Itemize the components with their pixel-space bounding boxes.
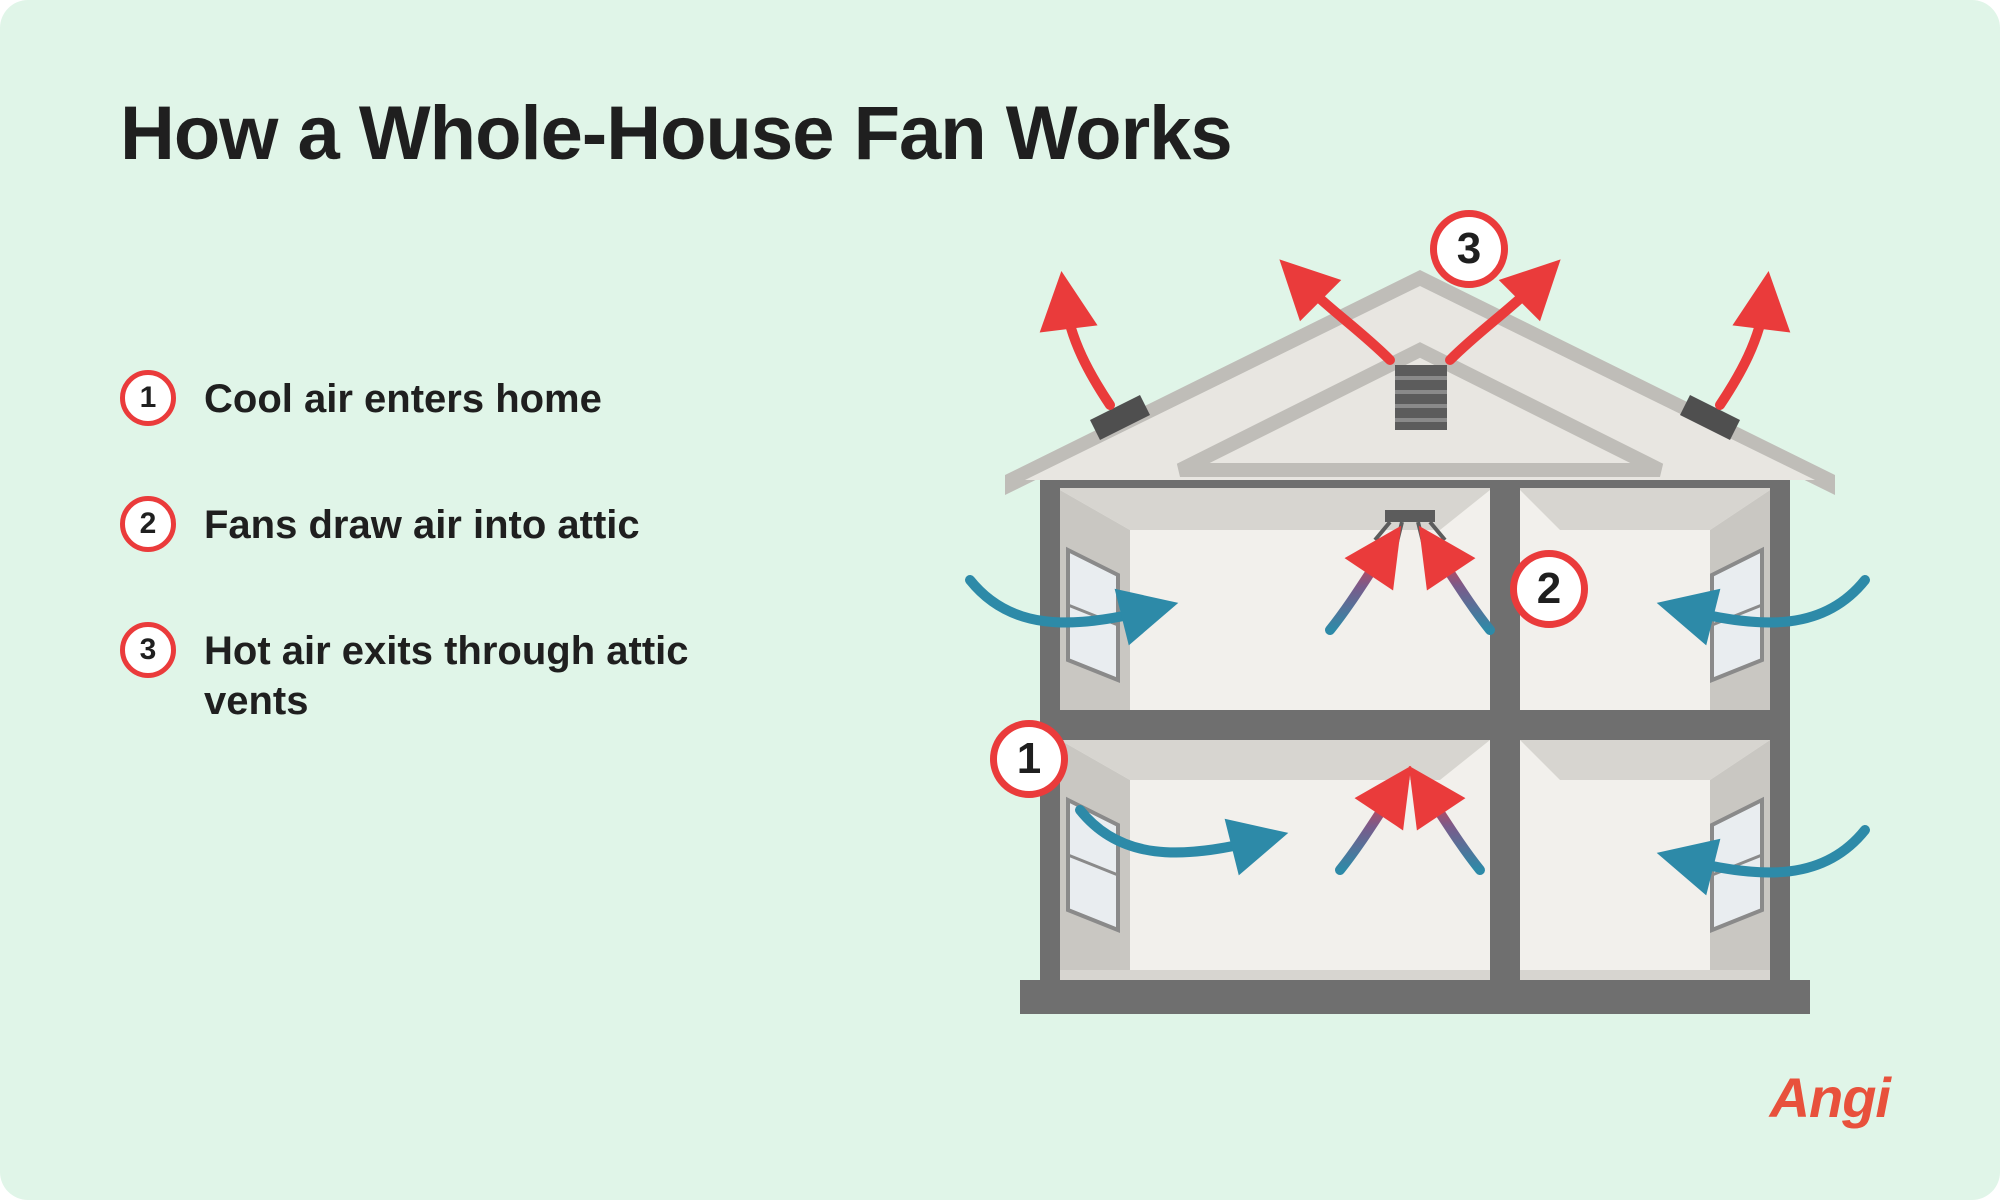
callout-badge-3: 3: [1430, 210, 1508, 288]
callout-badge-1: 1: [990, 720, 1068, 798]
legend-item-1: 1 Cool air enters home: [120, 370, 764, 426]
brand-logo: Angi: [1770, 1065, 1890, 1130]
legend-item-2: 2 Fans draw air into attic: [120, 496, 764, 552]
page-title: How a Whole-House Fan Works: [120, 90, 1232, 177]
house-diagram: 1 2 3: [950, 210, 1880, 1040]
legend-badge-3: 3: [120, 622, 176, 678]
hot-arrow-roof-right-icon: [1720, 300, 1765, 405]
outer-right-beam: [1770, 470, 1790, 990]
callout-badge-2: 2: [1510, 550, 1588, 628]
center-column: [1490, 470, 1520, 990]
house-svg: [950, 210, 1880, 1040]
legend-text-2: Fans draw air into attic: [204, 496, 640, 550]
foundation: [1020, 980, 1810, 1014]
legend-badge-1: 1: [120, 370, 176, 426]
hot-arrow-roof-left-icon: [1065, 300, 1110, 405]
legend: 1 Cool air enters home 2 Fans draw air i…: [120, 370, 764, 726]
legend-badge-2: 2: [120, 496, 176, 552]
legend-text-1: Cool air enters home: [204, 370, 602, 424]
gable-vent-icon: [1395, 365, 1447, 430]
mid-floor-beam: [1040, 710, 1790, 740]
room-ll-ceiling: [1060, 740, 1490, 780]
legend-text-3: Hot air exits through attic vents: [204, 622, 764, 726]
legend-item-3: 3 Hot air exits through attic vents: [120, 622, 764, 726]
infographic-canvas: How a Whole-House Fan Works 1 Cool air e…: [0, 0, 2000, 1200]
